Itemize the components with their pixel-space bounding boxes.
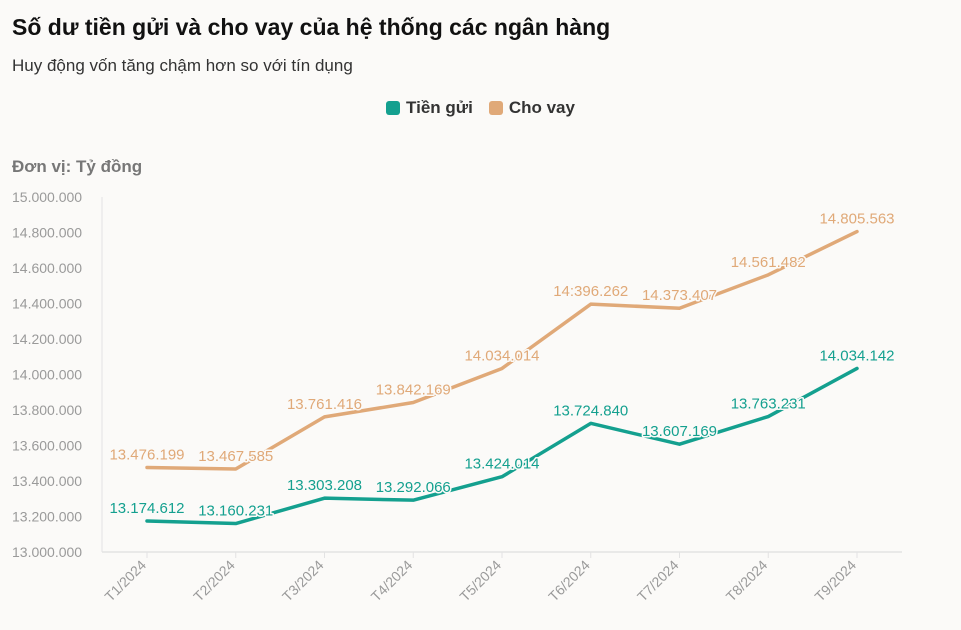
data-label-deposits: 13.763.231: [731, 396, 806, 413]
x-tick-label: T1/2024: [101, 557, 149, 605]
data-label-loans: 14.561.482: [731, 254, 806, 271]
legend-item-deposits[interactable]: Tiền gửi: [386, 98, 473, 118]
y-tick-label: 13.400.000: [12, 473, 82, 489]
data-label-deposits: 13.160.231: [198, 503, 273, 520]
x-tick-label: T6/2024: [545, 557, 593, 605]
data-label-deposits: 13.724.840: [553, 402, 628, 419]
data-label-deposits: 13.303.208: [287, 477, 362, 494]
legend-swatch-deposits: [386, 101, 401, 115]
x-tick-label: T2/2024: [190, 557, 238, 605]
series-line-deposits: [145, 366, 859, 526]
data-label-loans: 14:396.262: [553, 283, 628, 300]
data-label-deposits: 13.174.612: [109, 500, 184, 517]
y-tick-label: 14.000.000: [12, 367, 82, 383]
data-label-loans: 13.842.169: [376, 382, 451, 399]
data-label-loans: 13.467.585: [198, 448, 273, 465]
legend-label-loans: Cho vay: [508, 98, 575, 117]
data-label-loans: 14.373.407: [642, 287, 717, 304]
y-tick-label: 14.400.000: [12, 296, 82, 312]
data-label-deposits: 14.034.142: [819, 347, 894, 364]
legend-swatch-loans: [488, 101, 503, 115]
y-tick-label: 13.000.000: [12, 544, 82, 560]
x-tick-label: T7/2024: [634, 557, 682, 605]
data-label-deposits: 13.607.169: [642, 423, 717, 440]
y-tick-label: 13.200.000: [12, 509, 82, 525]
legend: Tiền gửi Cho vay: [0, 98, 961, 118]
chart-title: Số dư tiền gửi và cho vay của hệ thống c…: [12, 14, 611, 40]
series-line-loans: [145, 229, 859, 471]
y-tick-label: 14.600.000: [12, 260, 82, 276]
x-tick-label: T3/2024: [279, 557, 327, 605]
legend-label-deposits: Tiền gửi: [406, 98, 473, 117]
data-label-loans: 14.805.563: [819, 211, 894, 228]
x-tick-label: T4/2024: [368, 557, 416, 605]
y-tick-label: 15.000.000: [12, 189, 82, 205]
x-tick-label: T8/2024: [723, 557, 771, 605]
chart-subtitle: Huy động vốn tăng chậm hơn so với tín dụ…: [12, 56, 353, 75]
data-label-loans: 13.761.416: [287, 396, 362, 413]
x-tick-label: T5/2024: [456, 557, 504, 605]
y-tick-label: 14.200.000: [12, 331, 82, 347]
y-tick-label: 13.600.000: [12, 438, 82, 454]
data-label-loans: 14.034.014: [464, 347, 539, 364]
unit-label: Đơn vị: Tỷ đồng: [12, 157, 143, 176]
data-label-deposits: 13.424.014: [464, 456, 539, 473]
y-tick-label: 13.800.000: [12, 402, 82, 418]
data-label-loans: 13.476.199: [109, 446, 184, 463]
data-label-deposits: 13.292.066: [376, 479, 451, 496]
y-tick-label: 14.800.000: [12, 225, 82, 241]
x-tick-label: T9/2024: [811, 557, 859, 605]
legend-item-loans[interactable]: Cho vay: [488, 98, 575, 118]
